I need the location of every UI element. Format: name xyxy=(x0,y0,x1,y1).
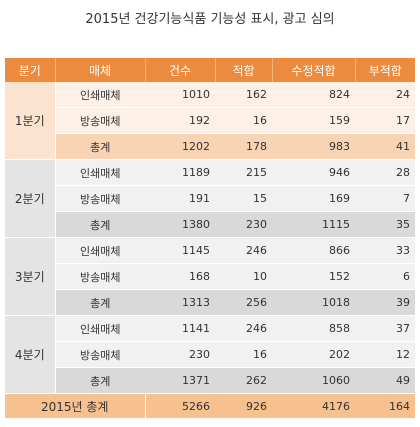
medium-cell: 방송매체 xyxy=(55,107,145,134)
subtotal-row: 총계 1202 178 983 41 xyxy=(5,133,415,160)
fail-cell: 37 xyxy=(355,315,415,342)
quarter-label: 3분기 xyxy=(5,237,56,316)
quarter-label: 2분기 xyxy=(5,159,56,238)
quarter-3-group: 3분기 인쇄매체 1145 246 866 33 방송매체 168 10 152… xyxy=(5,237,415,316)
page-title: 2015년 건강기능식품 기능성 표시, 광고 심의 xyxy=(85,12,335,27)
pass-cell: 162 xyxy=(215,82,272,108)
pass-cell: 16 xyxy=(215,107,272,134)
pass-cell: 16 xyxy=(215,341,272,368)
header-medium: 매체 xyxy=(55,58,146,82)
fail-cell: 35 xyxy=(355,211,415,238)
pass-cell: 215 xyxy=(215,159,272,186)
subtotal-row: 총계 1371 262 1060 49 xyxy=(5,367,415,394)
review-table: 분기 매체 건수 적합 수정적합 부적합 1분기 인쇄매체 1010 162 8… xyxy=(5,58,415,419)
quarter-label: 4분기 xyxy=(5,315,56,394)
modified-pass-cell: 858 xyxy=(272,315,355,342)
total-count-cell: 5266 xyxy=(145,393,215,419)
table-row: 1분기 인쇄매체 1010 162 824 24 xyxy=(5,82,415,160)
total-pass-cell: 926 xyxy=(215,393,272,419)
count-cell: 1380 xyxy=(145,211,215,238)
table-row: 방송매체 192 16 159 17 xyxy=(5,107,415,134)
table-row: 방송매체 191 15 169 7 xyxy=(5,185,415,212)
fail-cell: 12 xyxy=(355,341,415,368)
quarter-label: 1분기 xyxy=(5,82,56,160)
pass-cell: 178 xyxy=(215,133,272,160)
header-fail: 부적합 xyxy=(355,58,415,82)
medium-cell: 인쇄매체 xyxy=(55,82,145,108)
fail-cell: 17 xyxy=(355,107,415,134)
medium-cell: 방송매체 xyxy=(55,185,145,212)
medium-cell: 인쇄매체 xyxy=(55,159,145,186)
count-cell: 1141 xyxy=(145,315,215,342)
modified-pass-cell: 202 xyxy=(272,341,355,368)
pass-cell: 256 xyxy=(215,289,272,316)
pass-cell: 15 xyxy=(215,185,272,212)
subtotal-row: 총계 1380 230 1115 35 xyxy=(5,211,415,238)
modified-pass-cell: 1018 xyxy=(272,289,355,316)
count-cell: 230 xyxy=(145,341,215,368)
medium-cell: 총계 xyxy=(55,133,145,160)
pass-cell: 246 xyxy=(215,315,272,342)
medium-cell: 인쇄매체 xyxy=(55,315,145,342)
fail-cell: 33 xyxy=(355,237,415,264)
fail-cell: 28 xyxy=(355,159,415,186)
header-pass: 적합 xyxy=(215,58,273,82)
count-cell: 1371 xyxy=(145,367,215,394)
modified-pass-cell: 983 xyxy=(272,133,355,160)
quarter-1-group: 1분기 인쇄매체 1010 162 824 24 방송매체 192 16 159… xyxy=(5,82,415,160)
medium-cell: 방송매체 xyxy=(55,341,145,368)
total-group: 2015년 총계 5266 926 4176 164 xyxy=(5,393,415,419)
modified-pass-cell: 946 xyxy=(272,159,355,186)
header-count: 건수 xyxy=(145,58,216,82)
quarter-4-group: 4분기 인쇄매체 1141 246 858 37 방송매체 230 16 202… xyxy=(5,315,415,394)
modified-pass-cell: 1115 xyxy=(272,211,355,238)
medium-cell: 방송매체 xyxy=(55,263,145,290)
total-label: 2015년 총계 xyxy=(5,393,146,419)
count-cell: 1202 xyxy=(145,133,215,160)
fail-cell: 6 xyxy=(355,263,415,290)
medium-cell: 총계 xyxy=(55,367,145,394)
count-cell: 191 xyxy=(145,185,215,212)
count-cell: 168 xyxy=(145,263,215,290)
modified-pass-cell: 152 xyxy=(272,263,355,290)
total-row: 2015년 총계 5266 926 4176 164 xyxy=(5,393,415,419)
header-modified-pass: 수정적합 xyxy=(272,58,356,82)
table-row: 방송매체 168 10 152 6 xyxy=(5,263,415,290)
medium-cell: 총계 xyxy=(55,211,145,238)
table-row: 방송매체 230 16 202 12 xyxy=(5,341,415,368)
count-cell: 1010 xyxy=(145,82,215,108)
pass-cell: 246 xyxy=(215,237,272,264)
fail-cell: 39 xyxy=(355,289,415,316)
fail-cell: 49 xyxy=(355,367,415,394)
total-modified-pass-cell: 4176 xyxy=(272,393,355,419)
pass-cell: 10 xyxy=(215,263,272,290)
count-cell: 1189 xyxy=(145,159,215,186)
count-cell: 192 xyxy=(145,107,215,134)
modified-pass-cell: 169 xyxy=(272,185,355,212)
pass-cell: 262 xyxy=(215,367,272,394)
header-quarter: 분기 xyxy=(5,58,56,82)
modified-pass-cell: 1060 xyxy=(272,367,355,394)
modified-pass-cell: 866 xyxy=(272,237,355,264)
quarter-2-group: 2분기 인쇄매체 1189 215 946 28 방송매체 191 15 169… xyxy=(5,159,415,238)
header-row: 분기 매체 건수 적합 수정적합 부적합 xyxy=(5,58,415,82)
count-cell: 1313 xyxy=(145,289,215,316)
table-row: 4분기 인쇄매체 1141 246 858 37 xyxy=(5,315,415,394)
modified-pass-cell: 824 xyxy=(272,82,355,108)
count-cell: 1145 xyxy=(145,237,215,264)
fail-cell: 41 xyxy=(355,133,415,160)
medium-cell: 총계 xyxy=(55,289,145,316)
modified-pass-cell: 159 xyxy=(272,107,355,134)
fail-cell: 7 xyxy=(355,185,415,212)
table-row: 2분기 인쇄매체 1189 215 946 28 xyxy=(5,159,415,238)
subtotal-row: 총계 1313 256 1018 39 xyxy=(5,289,415,316)
table-row: 3분기 인쇄매체 1145 246 866 33 xyxy=(5,237,415,316)
pass-cell: 230 xyxy=(215,211,272,238)
medium-cell: 인쇄매체 xyxy=(55,237,145,264)
total-fail-cell: 164 xyxy=(355,393,415,419)
fail-cell: 24 xyxy=(355,82,415,108)
